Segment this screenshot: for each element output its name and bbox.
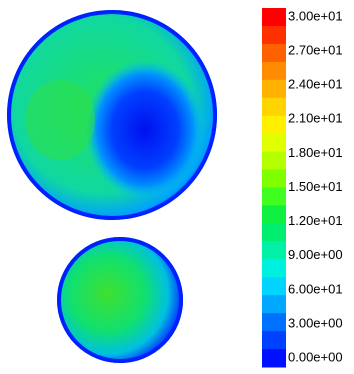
large-section bbox=[7, 10, 217, 220]
small-section bbox=[57, 237, 183, 363]
colorbar-label: 2.70e+01 bbox=[288, 43, 343, 58]
colorbar-band bbox=[262, 223, 286, 242]
large-rim bbox=[7, 10, 217, 220]
colorbar-label: 1.20e+01 bbox=[288, 213, 343, 228]
colorbar-label: 0.00e+00 bbox=[288, 349, 343, 364]
colorbar-band bbox=[262, 8, 286, 27]
colorbar-band bbox=[262, 115, 286, 135]
colorbar: 3.00e+01 2.70e+01 2.40e+01 2.10e+01 1.80e+01… bbox=[262, 8, 343, 368]
colorbar-label: 9.00e+00 bbox=[288, 247, 343, 262]
colorbar-band bbox=[262, 133, 286, 153]
colorbar-band bbox=[262, 79, 286, 99]
colorbar-band bbox=[262, 61, 286, 81]
colorbar-band bbox=[262, 313, 286, 332]
colorbar-label: 3.00e+00 bbox=[288, 315, 343, 330]
colorbar-band bbox=[262, 43, 286, 63]
colorbar-band bbox=[262, 277, 286, 296]
low-zone bbox=[85, 60, 205, 200]
colorbar-band bbox=[262, 241, 286, 260]
colorbar-label: 2.40e+01 bbox=[288, 77, 343, 92]
colorbar-band bbox=[262, 331, 286, 350]
high-zone bbox=[25, 80, 95, 160]
colorbar-label: 1.80e+01 bbox=[288, 145, 343, 160]
colorbar-band bbox=[262, 259, 286, 278]
colorbar-band bbox=[262, 151, 286, 171]
colorbar-label: 1.50e+01 bbox=[288, 179, 343, 194]
colorbar-band bbox=[262, 25, 286, 45]
small-disc bbox=[57, 237, 183, 363]
colorbar-label: 6.00e+01 bbox=[288, 281, 343, 296]
colorbar-label: 3.00e+01 bbox=[288, 8, 343, 23]
colorbar-band bbox=[262, 205, 286, 224]
small-rim bbox=[57, 237, 183, 363]
colorbar-label: 2.10e+01 bbox=[288, 111, 343, 126]
colorbar-band bbox=[262, 349, 286, 368]
colorbar-band bbox=[262, 187, 286, 206]
colorbar-band bbox=[262, 169, 286, 188]
colorbar-band bbox=[262, 295, 286, 314]
colorbar-band bbox=[262, 97, 286, 117]
